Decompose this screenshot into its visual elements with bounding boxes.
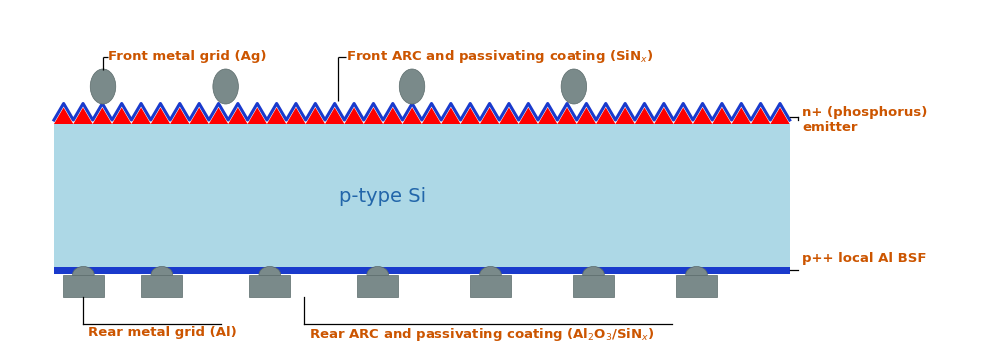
- Bar: [357, 275, 398, 296]
- Text: n+ (phosphorus)
emitter: n+ (phosphorus) emitter: [802, 106, 928, 134]
- Ellipse shape: [583, 266, 604, 283]
- Text: p++ local Al BSF: p++ local Al BSF: [802, 252, 927, 265]
- Text: Rear ARC and passivating coating (Al$_2$O$_3$/SiN$_x$): Rear ARC and passivating coating (Al$_2$…: [309, 326, 654, 343]
- Bar: [54, 266, 790, 274]
- Ellipse shape: [90, 69, 116, 104]
- Bar: [54, 124, 790, 270]
- Bar: [470, 275, 511, 296]
- Ellipse shape: [561, 69, 587, 104]
- Text: Front metal grid (Ag): Front metal grid (Ag): [108, 50, 267, 63]
- Ellipse shape: [73, 266, 94, 283]
- Polygon shape: [54, 107, 790, 124]
- Bar: [63, 275, 104, 296]
- Text: p-type Si: p-type Si: [339, 188, 426, 207]
- Ellipse shape: [259, 266, 281, 283]
- Ellipse shape: [480, 266, 501, 283]
- Ellipse shape: [399, 69, 425, 104]
- Bar: [676, 275, 717, 296]
- Ellipse shape: [151, 266, 173, 283]
- Bar: [573, 275, 614, 296]
- Ellipse shape: [367, 266, 388, 283]
- Bar: [141, 275, 182, 296]
- Text: Front ARC and passivating coating (SiN$_x$): Front ARC and passivating coating (SiN$_…: [346, 49, 654, 65]
- Bar: [249, 275, 290, 296]
- Ellipse shape: [686, 266, 707, 283]
- Ellipse shape: [213, 69, 238, 104]
- Text: Rear metal grid (Al): Rear metal grid (Al): [88, 326, 237, 339]
